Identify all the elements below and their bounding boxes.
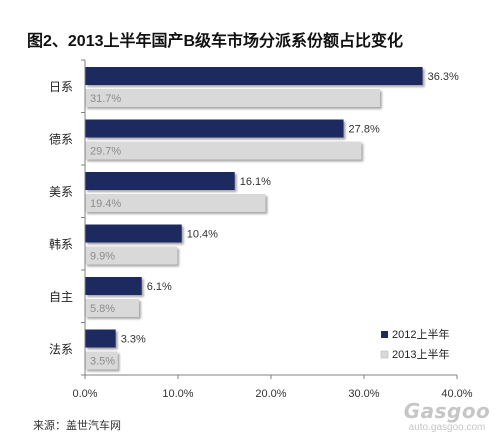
bar-series-1-category-3	[85, 172, 235, 190]
bar-series-2-category-4	[85, 246, 178, 265]
category-label-1: 日系	[49, 80, 73, 94]
legend: 2012上半年 2013上半年	[380, 327, 449, 361]
category-label-4: 韩系	[49, 237, 73, 252]
bar-series-2-category-1	[85, 89, 380, 107]
x-tick-label-4: 30.0%	[348, 388, 379, 400]
bar-series-2-category-6	[85, 351, 118, 370]
data-label-series-2-category-3: 19.4%	[90, 198, 121, 210]
x-tick-label-5: 40.0%	[441, 388, 472, 400]
bar-series-1-category-2	[85, 119, 344, 138]
data-label-series-1-category-3: 16.1%	[240, 176, 271, 188]
data-label-series-1-category-6: 3.3%	[121, 334, 146, 346]
watermark-logo: Gasgoo	[403, 399, 491, 423]
data-label-series-2-category-4: 9.9%	[90, 251, 115, 263]
chart-title: 图2、2013上半年国产B级车市场分派系份额占比变化	[27, 33, 404, 50]
legend-label-series-1: 2012上半年	[392, 327, 449, 341]
data-label-series-1-category-2: 27.8%	[349, 124, 380, 136]
bars	[85, 67, 423, 370]
bar-series-1-category-6	[85, 329, 116, 348]
bar-series-2-category-3	[85, 194, 266, 212]
data-label-series-1-category-5: 6.1%	[147, 281, 172, 293]
bar-series-1-category-1	[85, 67, 423, 85]
legend-swatch-series-1	[381, 331, 388, 338]
watermark: Gasgoo auto.gasgoo.com	[402, 400, 492, 434]
data-labels: 36.3% 27.8% 16.1% 10.4% 6.1% 3.3% 31.7% 29.7% 19…	[90, 71, 459, 368]
bar-series-1-category-5	[85, 277, 142, 295]
data-label-series-2-category-6: 3.5%	[90, 356, 115, 368]
source-note: 来源：盖世汽车网	[33, 420, 121, 432]
category-label-6: 法系	[49, 343, 73, 357]
category-label-3: 美系	[49, 185, 73, 199]
x-tick-label-1: 0.0%	[72, 388, 97, 400]
data-label-series-2-category-5: 5.8%	[90, 303, 115, 315]
category-label-5: 自主	[49, 290, 73, 304]
data-label-series-1-category-4: 10.4%	[187, 229, 218, 241]
category-label-2: 德系	[49, 132, 73, 147]
bar-series-2-category-2	[85, 141, 362, 160]
legend-swatch-series-2	[380, 350, 389, 359]
legend-label-series-2: 2013上半年	[392, 347, 449, 361]
data-label-series-2-category-1: 31.7%	[90, 93, 121, 105]
x-tick-label-3: 20.0%	[255, 388, 286, 400]
x-tick-label-2: 10.0%	[162, 388, 193, 400]
bar-series-2-category-5	[85, 299, 139, 317]
watermark-url: auto.gasgoo.com	[408, 422, 486, 433]
data-label-series-2-category-2: 29.7%	[90, 146, 121, 158]
bar-series-1-category-4	[85, 224, 182, 243]
data-label-series-1-category-1: 36.3%	[428, 71, 459, 83]
